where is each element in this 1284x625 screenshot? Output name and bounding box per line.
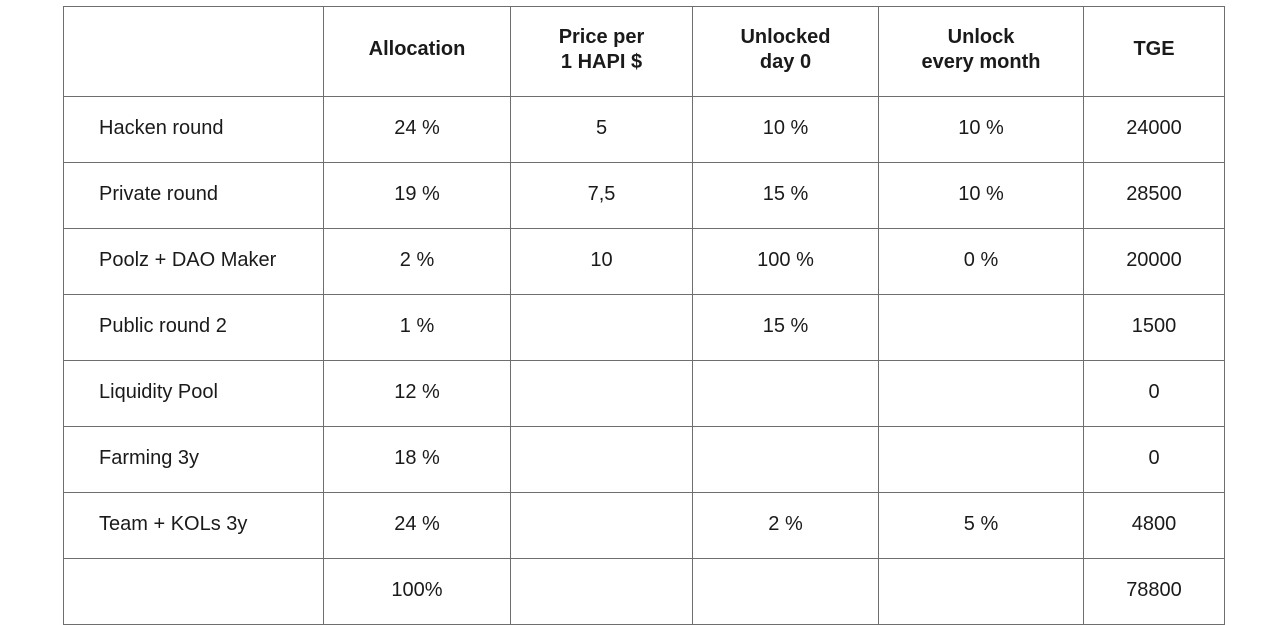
row-name: Farming 3y [63,426,324,493]
row-tge: 4800 [1083,492,1225,559]
row-allocation: 24 % [323,96,511,163]
table-row: Liquidity Pool 12 % 0 [63,360,1225,427]
row-allocation: 2 % [323,228,511,295]
row-name: Liquidity Pool [63,360,324,427]
table-row: Private round 19 % 7,5 15 % 10 % 28500 [63,162,1225,229]
row-unlock-monthly [878,360,1084,427]
header-price: Price per 1 HAPI $ [510,6,693,97]
row-tge: 0 [1083,360,1225,427]
row-tge: 24000 [1083,96,1225,163]
header-unlocked-day0: Unlocked day 0 [692,6,879,97]
row-unlock-monthly: 5 % [878,492,1084,559]
row-price [510,426,693,493]
row-price [510,360,693,427]
row-allocation: 24 % [323,492,511,559]
row-unlock-monthly: 0 % [878,228,1084,295]
row-allocation: 18 % [323,426,511,493]
row-unlock-monthly: 10 % [878,96,1084,163]
row-unlock-monthly [878,294,1084,361]
total-unlock-monthly [878,558,1084,625]
row-tge: 20000 [1083,228,1225,295]
header-allocation: Allocation [323,6,511,97]
row-unlock-monthly [878,426,1084,493]
row-allocation: 12 % [323,360,511,427]
row-price: 7,5 [510,162,693,229]
table-row: Team + KOLs 3y 24 % 2 % 5 % 4800 [63,492,1225,559]
table-row: Public round 2 1 % 15 % 1500 [63,294,1225,361]
row-name: Team + KOLs 3y [63,492,324,559]
header-unlock-monthly: Unlock every month [878,6,1084,97]
row-tge: 28500 [1083,162,1225,229]
row-name: Private round [63,162,324,229]
row-name: Poolz + DAO Maker [63,228,324,295]
total-tge: 78800 [1083,558,1225,625]
table-row: Farming 3y 18 % 0 [63,426,1225,493]
row-unlocked-day0 [692,426,879,493]
total-unlocked-day0 [692,558,879,625]
header-row: Allocation Price per 1 HAPI $ Unlocked d… [63,6,1225,97]
row-price [510,492,693,559]
row-allocation: 19 % [323,162,511,229]
header-name [63,6,324,97]
row-price: 5 [510,96,693,163]
table-row: Hacken round 24 % 5 10 % 10 % 24000 [63,96,1225,163]
row-price: 10 [510,228,693,295]
row-unlocked-day0: 15 % [692,294,879,361]
row-allocation: 1 % [323,294,511,361]
row-name: Public round 2 [63,294,324,361]
row-unlock-monthly: 10 % [878,162,1084,229]
row-unlocked-day0: 2 % [692,492,879,559]
total-name [63,558,324,625]
row-unlocked-day0 [692,360,879,427]
row-unlocked-day0: 15 % [692,162,879,229]
header-tge: TGE [1083,6,1225,97]
token-allocation-table: Allocation Price per 1 HAPI $ Unlocked d… [63,6,1225,625]
table-row: Poolz + DAO Maker 2 % 10 100 % 0 % 20000 [63,228,1225,295]
row-name: Hacken round [63,96,324,163]
row-tge: 0 [1083,426,1225,493]
row-unlocked-day0: 10 % [692,96,879,163]
row-tge: 1500 [1083,294,1225,361]
row-unlocked-day0: 100 % [692,228,879,295]
row-price [510,294,693,361]
